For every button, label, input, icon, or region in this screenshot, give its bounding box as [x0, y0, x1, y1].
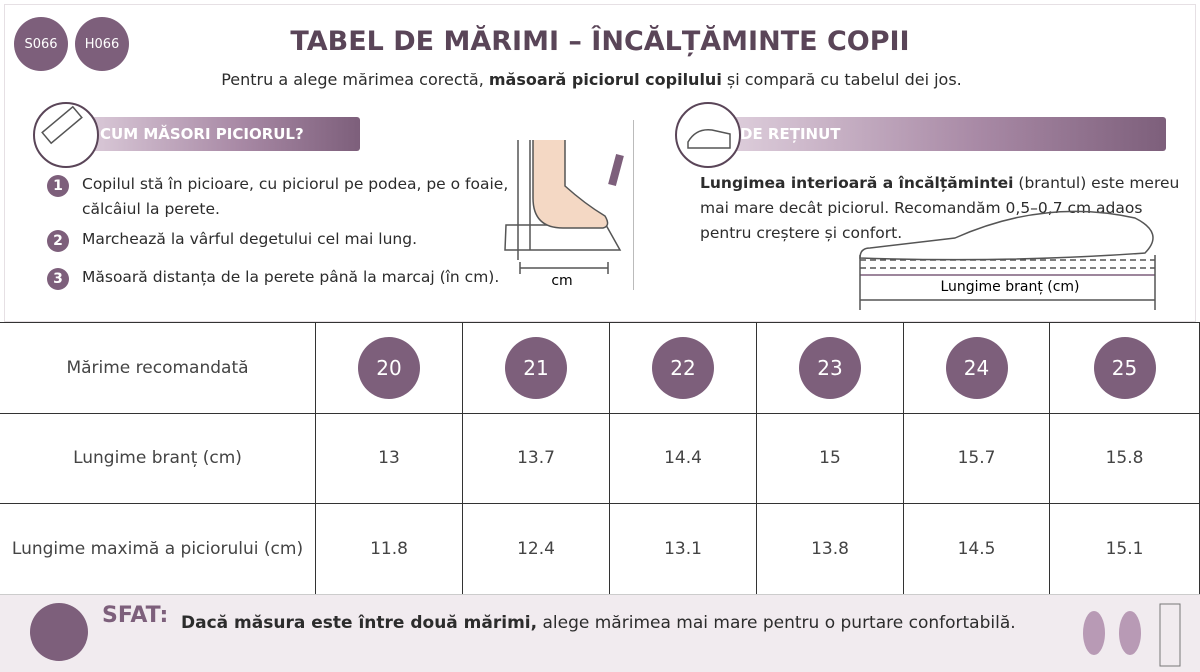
- badge: H066: [75, 17, 129, 71]
- feet-icon: [1083, 603, 1181, 667]
- table-cell: 15.7: [904, 413, 1050, 504]
- row-label: Lungime branț (cm): [0, 413, 316, 504]
- table-cell: 15: [757, 413, 904, 504]
- badge: S066: [14, 17, 68, 71]
- title: TABEL DE MĂRIMI – ÎNCĂLȚĂMINTE COPII: [290, 26, 910, 57]
- tip-body: alege mărimea mai mare pentru o purtare …: [537, 613, 1016, 633]
- step-text: Marchează la vârful degetului cel mai lu…: [82, 230, 417, 248]
- section-heading: DE REȚINUT: [700, 117, 1166, 151]
- subtitle-text: și compară cu tabelul dei jos.: [721, 70, 962, 89]
- tip-text: Dacă măsura este între două mărimi, aleg…: [181, 613, 1016, 633]
- row-label: Lungime maximă a piciorului (cm): [0, 504, 316, 595]
- table-cell: 13.8: [757, 504, 904, 595]
- subtitle-bold: măsoară piciorul copilului: [488, 70, 722, 89]
- step-number: 1: [47, 175, 69, 197]
- row-label: Mărime recomandată: [0, 323, 316, 414]
- diagram-label: cm: [551, 273, 572, 289]
- step-number: 2: [47, 230, 69, 252]
- table-cell: 15.1: [1050, 504, 1200, 595]
- table-cell: 23: [757, 323, 904, 414]
- table-cell: 14.4: [610, 413, 757, 504]
- tip-bar: [0, 594, 1200, 672]
- bulb-icon: [30, 603, 88, 661]
- subtitle-text: Pentru a alege mărimea corectă,: [221, 70, 489, 89]
- tip-label: SFAT:: [102, 603, 169, 628]
- table-cell: 22: [610, 323, 757, 414]
- subtitle: Pentru a alege mărimea corectă, măsoară …: [0, 70, 1183, 89]
- remember-body: (brantul) este mereu mai mare decât pici…: [700, 174, 1180, 242]
- tip-bold: Dacă măsura este între două mărimi,: [181, 613, 538, 633]
- table-cell: 13: [316, 413, 463, 504]
- table-cell: 21: [463, 323, 610, 414]
- table-cell: 14.5: [904, 504, 1050, 595]
- divider: [633, 120, 634, 290]
- size-circle: 22: [652, 336, 714, 399]
- table-cell: 24: [904, 323, 1050, 414]
- step-number: 3: [47, 268, 69, 290]
- table-cell: 13.1: [610, 504, 757, 595]
- diagram-label: Lungime branț (cm): [940, 279, 1079, 295]
- table-cell: 15.8: [1050, 413, 1200, 504]
- step-text: Copilul stă în picioare, cu piciorul pe …: [82, 175, 509, 218]
- size-circle: 21: [505, 336, 567, 399]
- table-cell: 20: [316, 323, 463, 414]
- table-cell: 11.8: [316, 504, 463, 595]
- size-circle: 25: [1093, 336, 1156, 399]
- remember-bold: Lungimea interioară a încălțămintei: [700, 174, 1014, 192]
- header-panel: [4, 4, 1196, 322]
- remember-text: Lungimea interioară a încălțămintei (bra…: [700, 171, 1180, 246]
- size-circle: 24: [945, 336, 1008, 399]
- step-text: Măsoară distanța de la perete până la ma…: [82, 268, 500, 286]
- table-cell: 13.7: [463, 413, 610, 504]
- size-circle: 20: [358, 336, 420, 399]
- size-table: Mărime recomandată 20 21 22 23 24 25 Lungime br…: [0, 322, 1200, 595]
- size-circle: 23: [799, 336, 861, 399]
- section-heading: CUM MĂSORI PICIORUL?: [60, 117, 360, 151]
- table-cell: 12.4: [463, 504, 610, 595]
- table-cell: 25: [1050, 323, 1200, 414]
- illustrations: cm Lungime branț (cm): [41, 105, 1156, 310]
